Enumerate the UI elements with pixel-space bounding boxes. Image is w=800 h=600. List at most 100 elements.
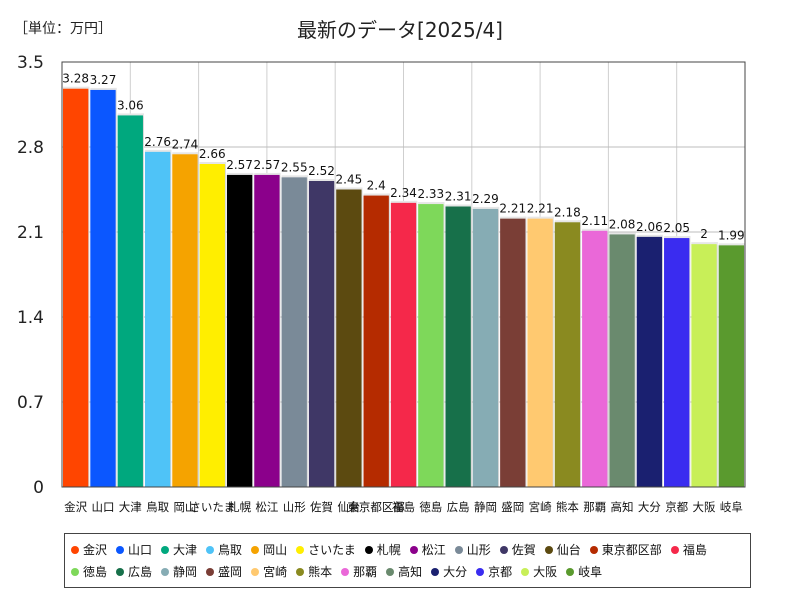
y-axis-unit-label: ［単位：万円］ <box>14 21 112 37</box>
bar-top-highlight <box>254 172 281 176</box>
bar-value-label: 2.52 <box>308 164 335 178</box>
legend-color-dot <box>71 567 79 576</box>
legend-item: さいたま <box>296 539 356 561</box>
bar-chart: 0 0.7 1.4 2.1 2.8 3.5 3.28 金沢 3.27 山口 3.06 大津 2.76 鳥… <box>17 53 746 514</box>
legend-label: 山口 <box>128 543 153 557</box>
bar <box>582 230 608 488</box>
legend-item: 那覇 <box>341 561 377 583</box>
bar <box>63 88 89 487</box>
legend-item: 宮崎 <box>251 561 287 583</box>
x-tick-label: 高知 <box>611 500 634 514</box>
bar <box>609 234 635 487</box>
legend-label: 大津 <box>173 543 198 557</box>
data-labels: 3.28 金沢 3.27 山口 3.06 大津 2.76 鳥取 2.74 岡山 2.66 さいたま 2.… <box>62 72 744 514</box>
bar-series <box>63 86 745 488</box>
axes: 0 0.7 1.4 2.1 2.8 3.5 <box>17 53 746 498</box>
bar <box>445 206 471 487</box>
legend-item: 大津 <box>161 539 197 561</box>
legend-color-dot <box>589 545 598 554</box>
legend-item: 仙台 <box>544 539 581 561</box>
bar <box>90 89 116 487</box>
bar <box>226 174 253 487</box>
bar-top-highlight <box>308 179 336 182</box>
legend-color-dot <box>161 567 170 576</box>
y-tick-label: 2.1 <box>17 223 44 243</box>
bar-value-label: 2.45 <box>336 173 363 187</box>
legend-item: 岐阜 <box>566 561 602 583</box>
legend-item: 東京都区部 <box>589 539 662 561</box>
bar <box>281 177 307 487</box>
bar-value-label: 2.33 <box>417 187 444 201</box>
bar-top-highlight <box>336 187 363 191</box>
x-tick-label: 岡山 <box>173 500 196 514</box>
bar-value-label: 2.21 <box>527 202 554 216</box>
legend-item: 高知 <box>386 561 422 583</box>
bar-top-highlight <box>63 86 90 90</box>
bar-top-highlight <box>718 243 745 247</box>
legend-color-dot <box>566 567 575 576</box>
legend-item: 熊本 <box>296 561 332 583</box>
y-tick-label: 3.5 <box>17 53 44 73</box>
bar-top-highlight <box>527 216 554 220</box>
bar <box>636 236 663 487</box>
bar-top-highlight <box>199 162 226 165</box>
bar <box>172 154 198 488</box>
x-tick-label: 広島 <box>447 500 470 514</box>
bar <box>691 244 717 487</box>
bar <box>308 181 335 487</box>
bar <box>390 202 417 487</box>
bar-value-label: 2.11 <box>581 214 608 228</box>
legend-color-dot <box>454 545 463 554</box>
bar <box>418 204 444 488</box>
bar-value-label: 3.27 <box>90 73 117 87</box>
legend-color-dot <box>409 545 418 554</box>
bar <box>117 115 143 487</box>
legend-item: 京都 <box>476 561 512 583</box>
bar-value-label: 2.08 <box>609 217 636 231</box>
bar <box>500 218 526 487</box>
legend-label: 佐賀 <box>511 543 536 557</box>
x-tick-label: 盛岡 <box>501 500 524 514</box>
legend-item: 山形 <box>454 539 491 561</box>
bar-top-highlight <box>472 206 500 210</box>
legend-label: 鳥取 <box>218 543 243 557</box>
bar-value-label: 2.4 <box>367 179 386 193</box>
legend-color-dot <box>670 545 679 554</box>
legend-label: 静岡 <box>173 565 198 579</box>
legend-item: 松江 <box>409 539 446 561</box>
bar-top-highlight <box>117 113 144 117</box>
bar <box>144 151 171 487</box>
legend-item: 広島 <box>116 561 152 583</box>
bar <box>472 208 499 487</box>
x-tick-label: 仙台 <box>337 500 360 514</box>
y-tick-label: 2.8 <box>17 138 44 158</box>
bar-value-label: 3.06 <box>117 98 144 112</box>
bar-value-label: 2.05 <box>663 221 690 235</box>
legend-label: 徳島 <box>83 565 108 579</box>
legend-color-dot <box>521 567 530 576</box>
legend-item: 大分 <box>431 561 467 583</box>
legend-item: 金沢 <box>71 539 107 561</box>
legend-label: 大分 <box>443 565 468 579</box>
bar-value-label: 3.28 <box>62 72 89 86</box>
x-tick-label: 岐阜 <box>720 500 743 514</box>
bar <box>527 218 553 487</box>
x-tick-label: 静岡 <box>474 500 497 514</box>
legend-color-dot <box>499 545 508 554</box>
bar-value-label: 2.18 <box>554 205 581 219</box>
bar <box>254 174 280 487</box>
legend-label: 岐阜 <box>578 565 603 579</box>
legend-color-dot <box>296 545 305 554</box>
bar-value-label: 1.99 <box>718 228 745 242</box>
bar-value-label: 2.55 <box>281 160 308 174</box>
plot-frame <box>61 61 746 488</box>
bar-value-label: 2.74 <box>172 137 199 151</box>
bar-top-highlight <box>144 149 172 153</box>
x-tick-label: 大津 <box>119 500 142 514</box>
legend-color-dot <box>71 545 79 554</box>
bar-top-highlight <box>226 172 254 176</box>
x-tick-label: 山形 <box>283 500 306 514</box>
legend-label: 岡山 <box>263 543 288 557</box>
legend-color-dot <box>386 567 395 576</box>
x-tick-label: 那覇 <box>583 500 606 514</box>
